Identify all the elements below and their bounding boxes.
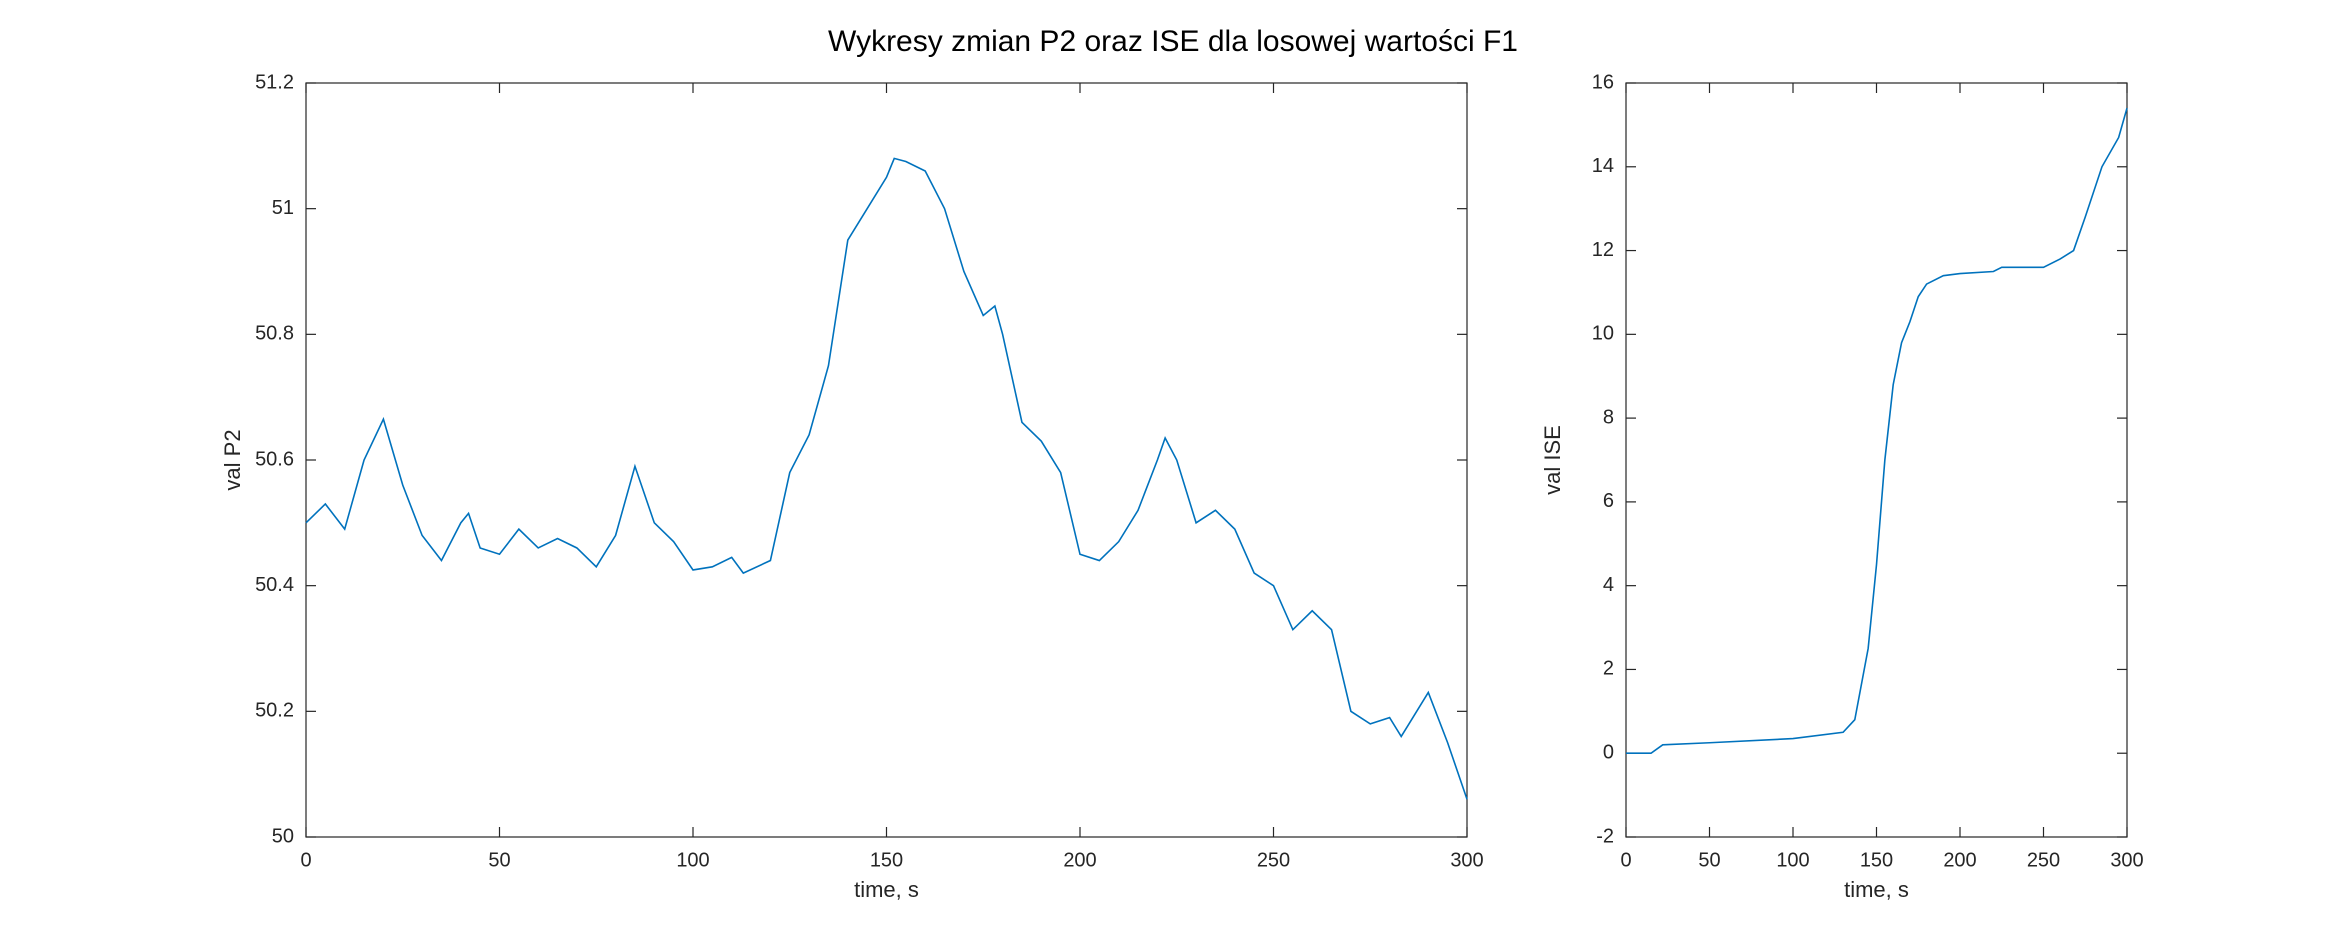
x-tick-label: 200 (1943, 849, 1976, 871)
x-axis-label: time, s (854, 877, 919, 902)
x-tick-label: 0 (1620, 849, 1631, 871)
y-tick-label: 50 (272, 825, 294, 847)
x-tick-label: 100 (676, 849, 709, 871)
y-tick-label: 50.4 (255, 574, 294, 596)
y-tick-label: 12 (1592, 239, 1614, 261)
y-tick-label: 10 (1592, 323, 1614, 345)
plot-area (305, 82, 1468, 838)
y-tick-label: 50.2 (255, 700, 294, 722)
x-axis-label: time, s (1844, 877, 1909, 902)
y-tick-label: 6 (1603, 490, 1614, 512)
x-tick-label: 300 (1450, 849, 1483, 871)
y-tick-label: -2 (1596, 825, 1614, 847)
x-tick-label: 0 (300, 849, 311, 871)
y-tick-label: 51.2 (255, 71, 294, 93)
x-tick-label: 150 (1860, 849, 1893, 871)
y-axis-label: val ISE (1540, 425, 1565, 495)
y-tick-label: 50.8 (255, 323, 294, 345)
data-line (305, 157, 1468, 800)
y-tick-label: 0 (1603, 742, 1614, 764)
plot-area (1625, 82, 2128, 838)
y-tick-label: 4 (1603, 574, 1614, 596)
x-tick-label: 50 (1698, 849, 1720, 871)
y-tick-label: 8 (1603, 406, 1614, 428)
y-tick-label: 14 (1592, 155, 1614, 177)
y-tick-label: 51 (272, 197, 294, 219)
y-tick-label: 2 (1603, 658, 1614, 680)
x-tick-label: 250 (2027, 849, 2060, 871)
y-tick-label: 16 (1592, 71, 1614, 93)
data-line (1626, 107, 2128, 755)
y-tick-label: 50.6 (255, 448, 294, 470)
y-axis-label: val P2 (220, 429, 245, 490)
x-tick-label: 150 (870, 849, 903, 871)
x-tick-label: 50 (488, 849, 510, 871)
x-tick-label: 250 (1257, 849, 1290, 871)
x-tick-label: 100 (1776, 849, 1809, 871)
x-tick-label: 200 (1063, 849, 1096, 871)
x-tick-label: 300 (2110, 849, 2143, 871)
figure-title: Wykresy zmian P2 oraz ISE dla losowej wa… (828, 25, 1518, 58)
